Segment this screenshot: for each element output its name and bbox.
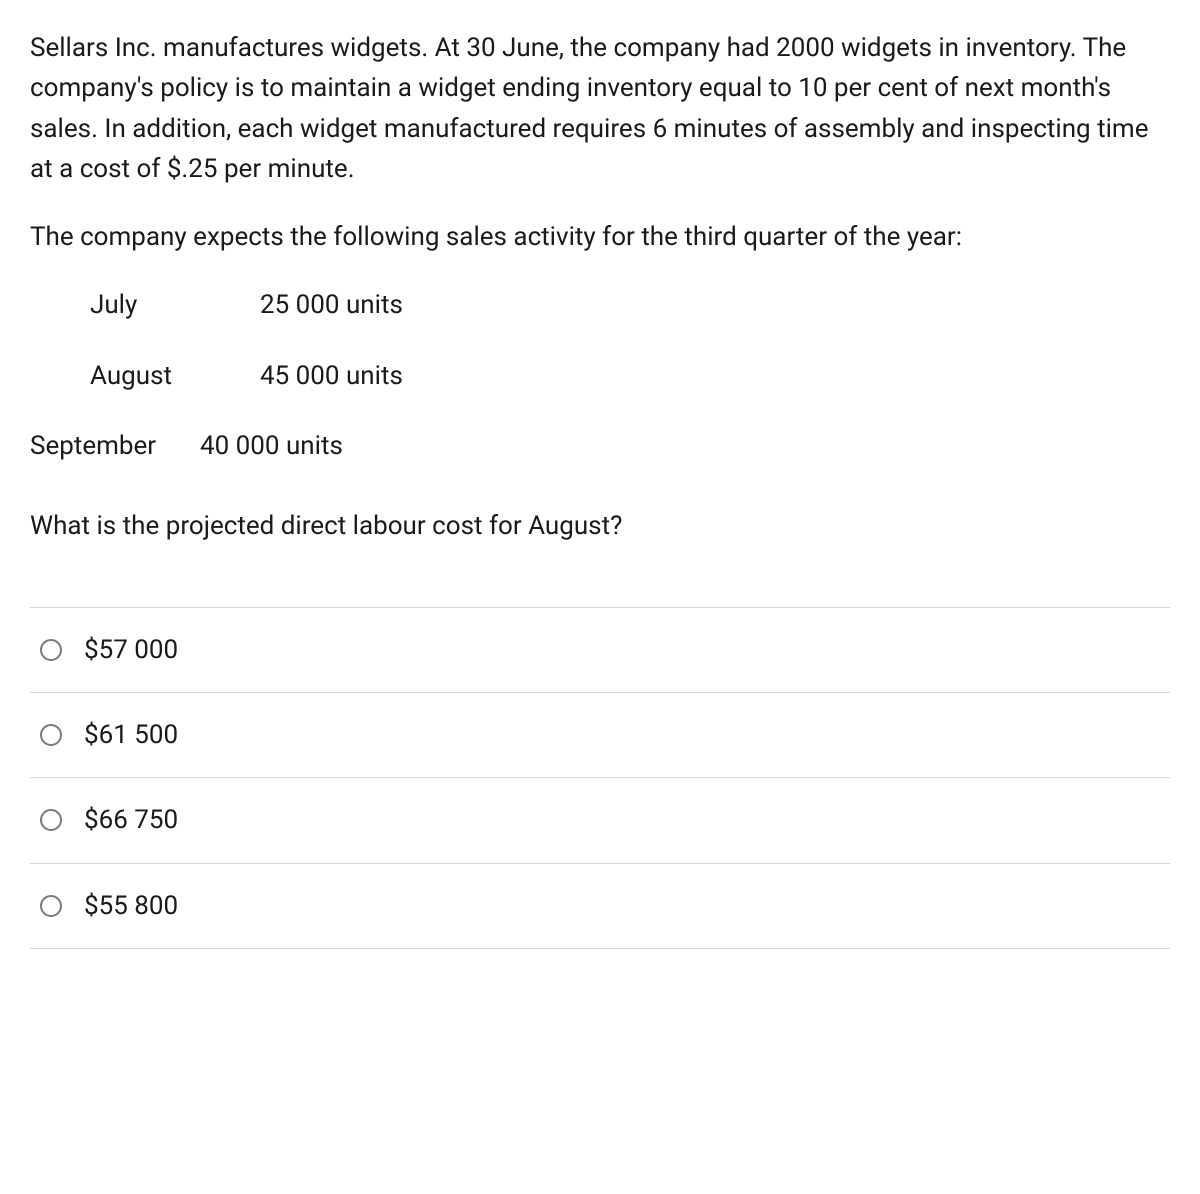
- sales-row-september: September 40 000 units: [30, 426, 1170, 466]
- problem-paragraph-2: The company expects the following sales …: [30, 217, 1170, 257]
- sales-units: 40 000 units: [200, 426, 343, 466]
- sales-month: July: [90, 285, 260, 325]
- option-1[interactable]: $57 000: [30, 608, 1170, 693]
- option-label: $66 750: [84, 800, 178, 840]
- answer-options: $57 000 $61 500 $66 750 $55 800: [30, 607, 1170, 949]
- sales-month: September: [30, 426, 200, 466]
- sales-month: August: [90, 356, 260, 396]
- option-4[interactable]: $55 800: [30, 864, 1170, 949]
- sales-units: 45 000 units: [260, 356, 403, 396]
- sales-table: July 25 000 units August 45 000 units Se…: [30, 285, 1170, 466]
- option-3[interactable]: $66 750: [30, 778, 1170, 863]
- radio-icon: [40, 724, 62, 746]
- radio-icon: [40, 809, 62, 831]
- option-label: $61 500: [84, 715, 178, 755]
- sales-row-july: July 25 000 units: [30, 285, 1170, 325]
- radio-icon: [40, 895, 62, 917]
- sales-units: 25 000 units: [260, 285, 403, 325]
- problem-paragraph-1: Sellars Inc. manufactures widgets. At 30…: [30, 28, 1170, 189]
- question-text: What is the projected direct labour cost…: [30, 506, 1170, 546]
- option-label: $55 800: [84, 886, 178, 926]
- sales-row-august: August 45 000 units: [30, 356, 1170, 396]
- option-2[interactable]: $61 500: [30, 693, 1170, 778]
- option-label: $57 000: [84, 630, 178, 670]
- radio-icon: [40, 639, 62, 661]
